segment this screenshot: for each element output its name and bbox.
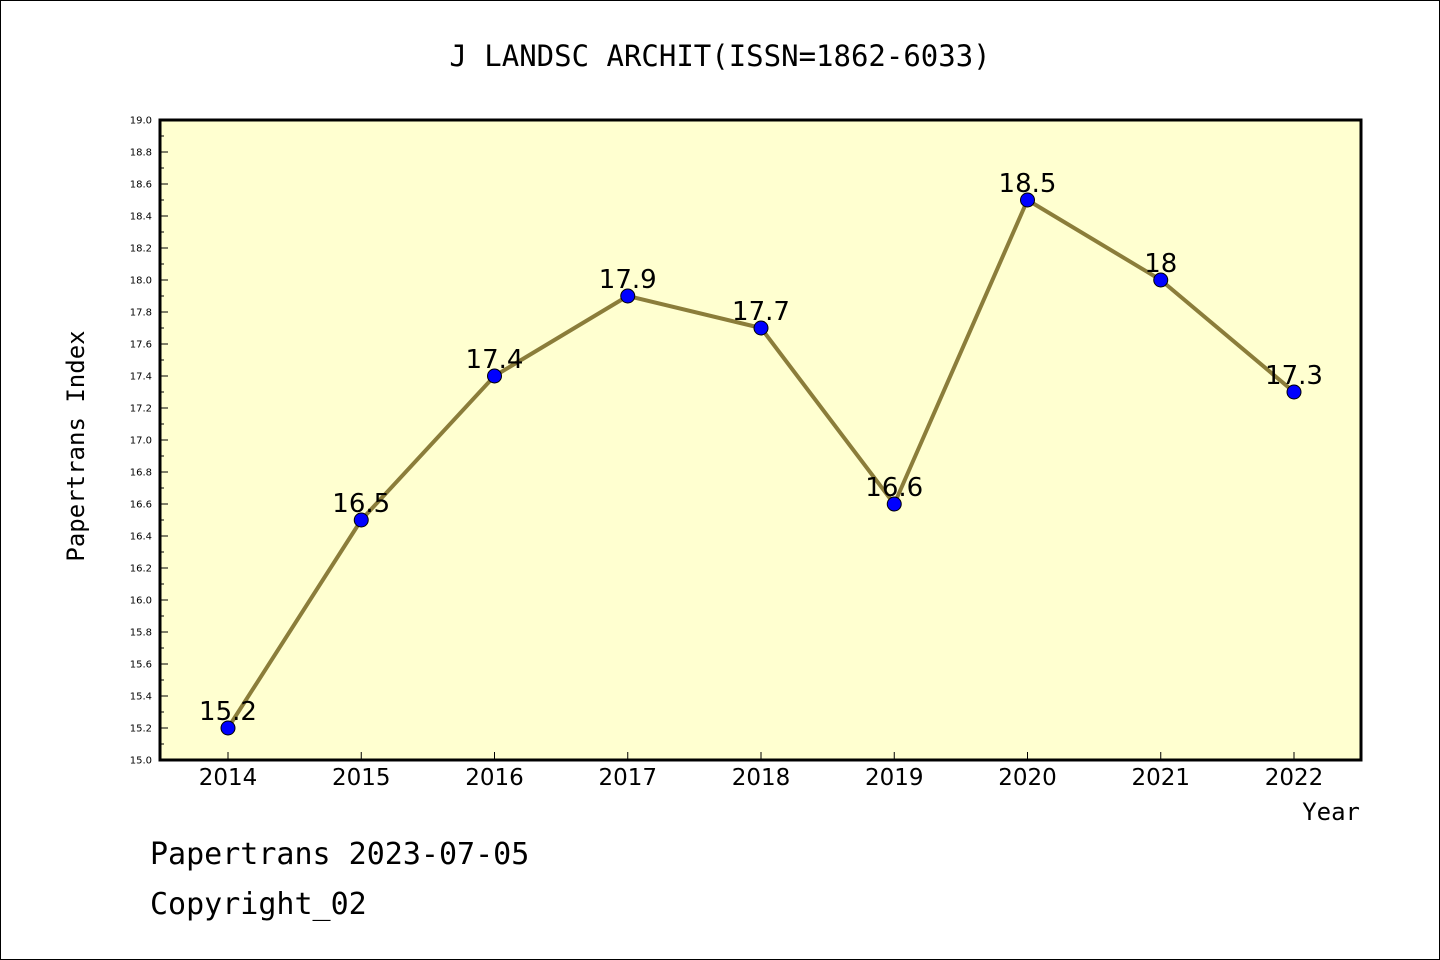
plot-area bbox=[160, 120, 1361, 760]
y-tick-label: 15.8 bbox=[130, 628, 152, 639]
footer-copyright: Copyright_02 bbox=[150, 887, 367, 922]
x-tick-label: 2014 bbox=[199, 765, 258, 791]
data-label: 17.7 bbox=[732, 297, 790, 327]
y-tick-label: 15.4 bbox=[130, 692, 152, 703]
data-point bbox=[620, 288, 636, 304]
data-label: 16.5 bbox=[332, 489, 390, 519]
x-tick-label: 2021 bbox=[1131, 765, 1190, 791]
x-tick-label: 2020 bbox=[998, 765, 1057, 791]
y-tick-label: 17.2 bbox=[130, 404, 152, 415]
y-tick-label: 15.0 bbox=[130, 756, 152, 767]
y-tick-label: 18.0 bbox=[130, 276, 152, 287]
y-tick-label: 18.2 bbox=[130, 244, 152, 255]
x-tick-label: 2022 bbox=[1265, 765, 1324, 791]
y-tick-label: 18.8 bbox=[130, 148, 152, 159]
footer-date: Papertrans 2023-07-05 bbox=[150, 837, 529, 872]
x-axis-label: Year bbox=[1302, 798, 1360, 826]
y-tick-label: 17.6 bbox=[130, 340, 152, 351]
y-tick-label: 17.4 bbox=[130, 372, 152, 383]
data-point bbox=[1286, 384, 1302, 400]
data-label: 17.9 bbox=[599, 265, 657, 295]
y-axis-ticks: 15.0 15.2 15.4 15.6 15.8 16.0 16.2 16.4 16.6 16.8… bbox=[130, 116, 168, 767]
data-point bbox=[220, 720, 236, 736]
chart-title: J LANDSC ARCHIT(ISSN=1862-6033) bbox=[449, 39, 990, 73]
y-tick-label: 16.8 bbox=[130, 468, 152, 479]
y-tick-label: 16.6 bbox=[130, 500, 152, 511]
data-point bbox=[487, 368, 502, 384]
x-tick-label: 2018 bbox=[732, 765, 791, 791]
y-tick-label: 16.2 bbox=[130, 564, 152, 575]
data-label: 15.2 bbox=[199, 697, 257, 727]
x-tick-label: 2015 bbox=[332, 765, 391, 791]
y-tick-label: 16.0 bbox=[130, 596, 152, 607]
data-point bbox=[753, 320, 769, 336]
data-point bbox=[353, 512, 369, 528]
y-tick-label: 17.8 bbox=[130, 308, 152, 319]
data-label: 18.5 bbox=[999, 169, 1057, 199]
x-tick-label: 2019 bbox=[865, 765, 924, 791]
data-label: 18 bbox=[1144, 249, 1177, 279]
y-tick-label: 17.0 bbox=[130, 436, 152, 447]
y-tick-label: 15.2 bbox=[130, 724, 152, 735]
plot-border bbox=[158, 118, 1363, 762]
y-tick-label: 18.4 bbox=[130, 212, 152, 223]
y-tick-label: 19.0 bbox=[130, 116, 152, 127]
y-tick-label: 15.6 bbox=[130, 660, 152, 671]
data-label: 17.3 bbox=[1265, 361, 1323, 391]
x-axis-ticks: 2014 2015 2016 2017 2018 2019 2020 2021 2022 bbox=[199, 752, 1324, 791]
x-tick-label: 2016 bbox=[465, 765, 524, 791]
x-tick-label: 2017 bbox=[598, 765, 657, 791]
y-axis-label: Papertrans Index bbox=[62, 330, 90, 561]
data-point bbox=[886, 496, 902, 512]
y-tick-label: 18.6 bbox=[130, 180, 152, 191]
data-point bbox=[1153, 272, 1169, 288]
data-label: 17.4 bbox=[466, 345, 524, 375]
y-tick-label: 16.4 bbox=[130, 532, 152, 543]
data-point bbox=[1020, 192, 1035, 208]
data-label: 16.6 bbox=[865, 473, 923, 503]
series-layer: 15.2 16.5 17.4 17.9 17.7 16.6 18.5 18 17.3 bbox=[199, 169, 1323, 736]
